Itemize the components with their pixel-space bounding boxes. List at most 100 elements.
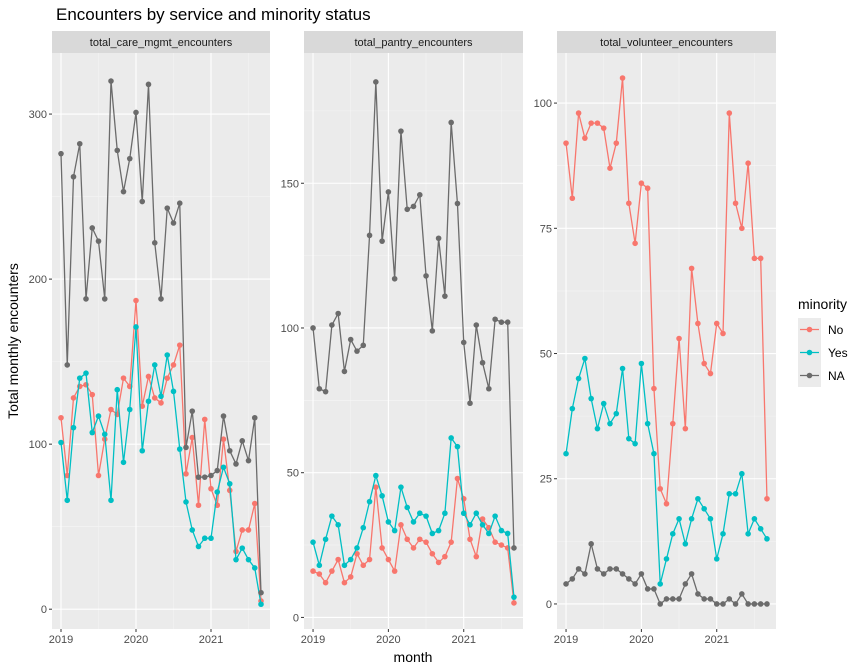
- y-tick-label: 0: [293, 612, 299, 624]
- data-point: [594, 425, 601, 432]
- data-point: [89, 429, 96, 436]
- data-point: [486, 385, 492, 392]
- data-point: [220, 413, 227, 419]
- data-point: [83, 370, 89, 376]
- data-point: [201, 416, 208, 423]
- data-point: [600, 125, 607, 131]
- data-point: [588, 395, 594, 402]
- x-tick-label: 2020: [376, 634, 400, 646]
- legend: minority No Yes NA: [798, 296, 848, 387]
- data-point: [467, 522, 473, 528]
- data-point: [335, 522, 341, 528]
- y-tick-label: 200: [29, 274, 47, 286]
- data-point: [310, 568, 316, 574]
- data-point: [467, 400, 473, 407]
- data-point: [398, 128, 404, 134]
- data-point: [695, 320, 701, 327]
- data-point: [322, 579, 329, 586]
- data-point: [486, 530, 492, 537]
- data-point: [707, 370, 714, 377]
- data-point: [89, 391, 96, 398]
- data-point: [170, 362, 177, 368]
- data-point: [651, 586, 657, 592]
- data-point: [757, 601, 764, 607]
- data-point: [745, 160, 751, 166]
- data-point: [594, 566, 601, 572]
- data-point: [626, 435, 632, 442]
- data-point: [89, 225, 96, 231]
- data-point: [239, 438, 246, 444]
- data-point: [360, 342, 367, 349]
- legend-key-point: [806, 349, 813, 356]
- data-point: [391, 568, 398, 574]
- data-point: [164, 205, 171, 211]
- data-point: [176, 446, 183, 452]
- data-point: [460, 510, 467, 517]
- data-point: [454, 475, 461, 482]
- y-tick-label: 100: [29, 439, 47, 451]
- data-point: [467, 536, 473, 543]
- data-point: [373, 79, 379, 85]
- data-point: [479, 359, 486, 366]
- data-point: [416, 510, 423, 517]
- data-point: [183, 444, 189, 451]
- data-point: [713, 601, 720, 607]
- data-point: [492, 513, 498, 519]
- data-point: [151, 395, 158, 401]
- data-point: [663, 596, 670, 602]
- data-point: [391, 275, 398, 282]
- data-point: [442, 553, 448, 560]
- data-point: [632, 581, 638, 587]
- data-point: [70, 173, 77, 180]
- data-point: [329, 568, 335, 574]
- data-point: [651, 450, 657, 457]
- data-point: [120, 459, 127, 466]
- data-point: [341, 368, 348, 375]
- x-tick-label: 2021: [704, 634, 728, 646]
- data-point: [398, 484, 404, 490]
- data-point: [95, 413, 102, 419]
- data-point: [695, 591, 701, 597]
- data-point: [460, 339, 467, 346]
- data-point: [404, 504, 411, 511]
- facet-strip-volunteer: [557, 31, 776, 53]
- facet-strip-label-care-mgmt: total_care_mgmt_encounters: [90, 37, 233, 49]
- y-tick-label: 100: [534, 98, 552, 110]
- data-point: [170, 388, 177, 395]
- data-point: [745, 531, 751, 537]
- data-point: [442, 293, 448, 299]
- data-point: [575, 566, 582, 572]
- data-point: [682, 541, 689, 547]
- data-point: [64, 497, 71, 504]
- data-point: [626, 200, 632, 207]
- data-point: [663, 556, 670, 562]
- chart-title: Encounters by service and minority statu…: [56, 5, 371, 24]
- data-point: [479, 522, 486, 528]
- data-point: [454, 443, 461, 450]
- data-point: [651, 385, 657, 392]
- data-point: [657, 581, 664, 587]
- data-point: [720, 531, 726, 537]
- data-point: [644, 420, 651, 427]
- data-point: [201, 535, 208, 542]
- y-tick-label: 50: [287, 468, 299, 480]
- series-no-pantry: [310, 475, 517, 606]
- x-axis-volunteer: 2019 2020 2021: [554, 629, 729, 646]
- data-point: [145, 373, 152, 380]
- data-point: [258, 601, 264, 608]
- data-point: [195, 543, 202, 550]
- x-axis-pantry: 2019 2020 2021: [301, 629, 476, 646]
- data-point: [373, 484, 379, 490]
- data-point: [448, 539, 454, 545]
- data-point: [251, 500, 258, 507]
- data-point: [195, 474, 202, 480]
- panel-background-care-mgmt: [52, 53, 270, 629]
- data-point: [139, 403, 146, 409]
- data-point: [613, 410, 620, 417]
- data-point: [58, 150, 64, 157]
- data-point: [310, 325, 316, 331]
- data-point: [638, 180, 645, 187]
- data-point: [713, 556, 720, 562]
- data-point: [58, 439, 64, 446]
- data-point: [139, 198, 146, 205]
